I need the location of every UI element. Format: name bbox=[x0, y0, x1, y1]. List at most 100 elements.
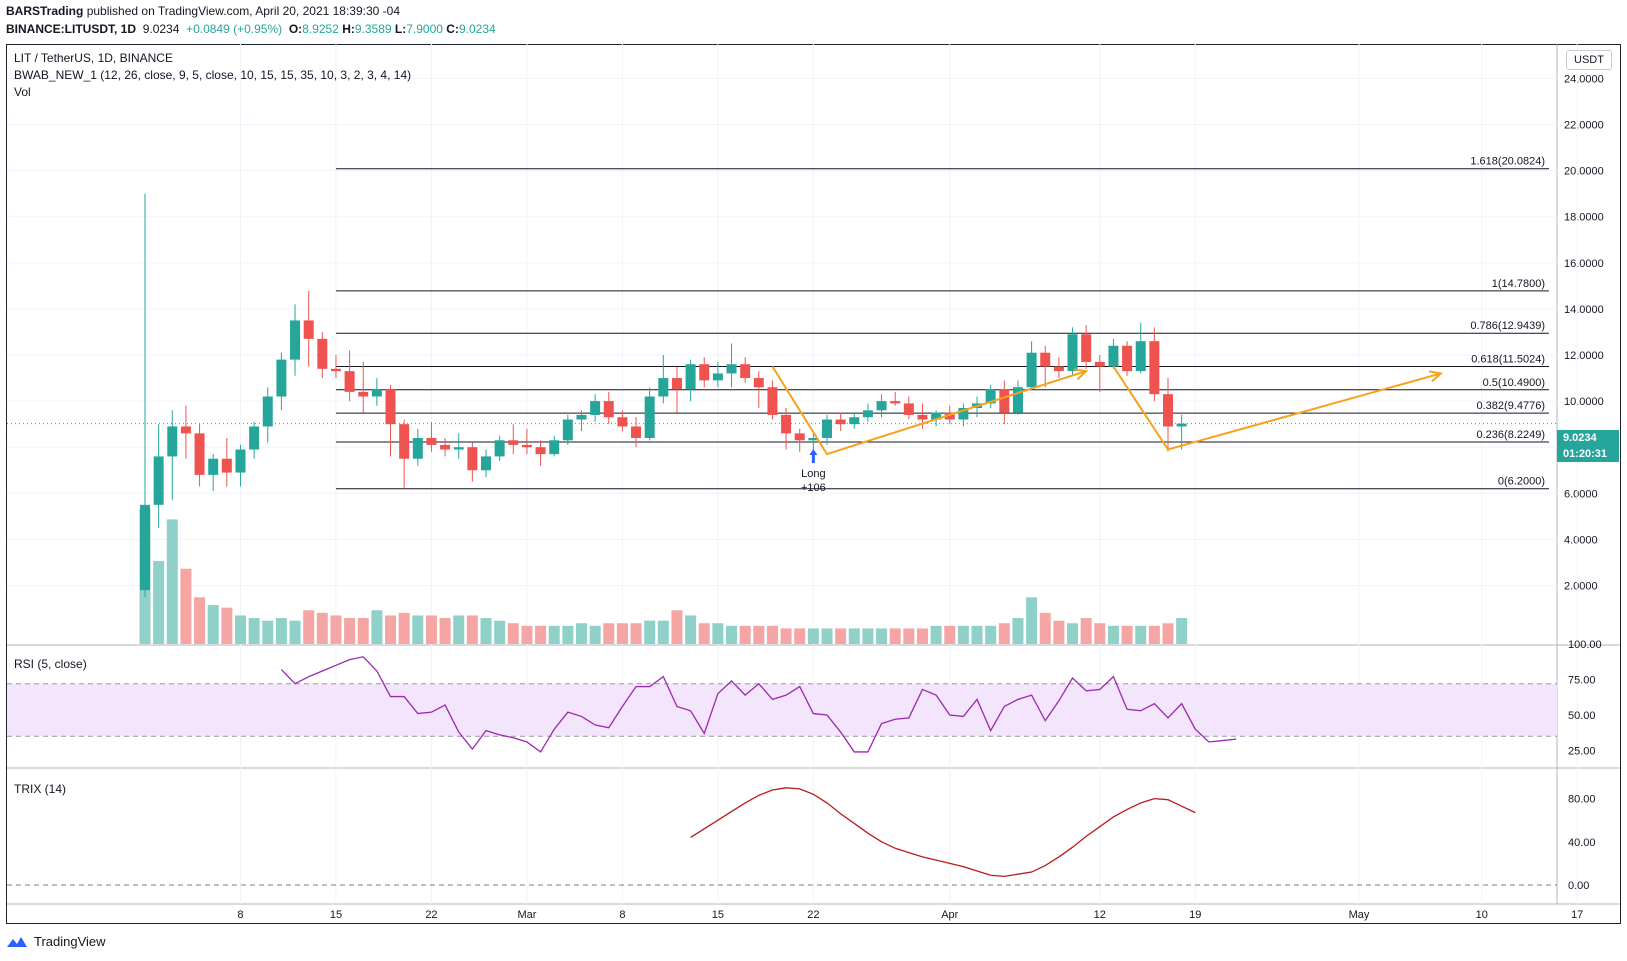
high-label: H: bbox=[342, 22, 355, 36]
high-value: 9.3589 bbox=[354, 22, 392, 36]
volume-bar bbox=[848, 628, 860, 644]
candle-body bbox=[344, 371, 355, 392]
candle-body bbox=[631, 426, 642, 438]
symbol-label: BINANCE:LITUSDT, 1D bbox=[6, 22, 137, 36]
rsi-tick-label: 25.00 bbox=[1568, 746, 1596, 758]
time-tick-label: Apr bbox=[941, 909, 958, 921]
volume-bar bbox=[466, 615, 478, 644]
rsi-band bbox=[7, 683, 1557, 737]
candle-body bbox=[603, 401, 614, 418]
volume-bar bbox=[221, 607, 233, 644]
candle-body bbox=[167, 426, 178, 457]
volume-bar bbox=[262, 620, 274, 644]
author-name: BARSTrading bbox=[6, 4, 84, 18]
candle-body bbox=[412, 437, 423, 459]
price-tick-label: 4.0000 bbox=[1564, 534, 1598, 546]
volume-bar bbox=[739, 625, 751, 644]
volume-bar bbox=[821, 628, 833, 644]
rsi-tick-label: 50.00 bbox=[1568, 710, 1596, 722]
tradingview-logo-icon bbox=[7, 936, 27, 947]
fib-level-label: 0.236(8.2249) bbox=[1477, 429, 1546, 441]
volume-bar bbox=[1080, 618, 1092, 644]
volume-bar bbox=[753, 625, 765, 644]
volume-bar bbox=[1012, 618, 1024, 644]
volume-bar bbox=[166, 519, 178, 644]
volume-bar bbox=[1039, 612, 1051, 644]
projection-arrow bbox=[771, 365, 1087, 456]
candle-body bbox=[521, 444, 532, 448]
candle-body bbox=[153, 456, 164, 505]
candle-body bbox=[890, 401, 901, 404]
open-label: O: bbox=[288, 22, 303, 36]
candle-body bbox=[1026, 352, 1037, 388]
currency-button[interactable]: USDT bbox=[1566, 50, 1612, 70]
candle-body bbox=[753, 378, 764, 388]
candle-body bbox=[1081, 334, 1092, 362]
time-tick-label: 22 bbox=[425, 909, 437, 921]
ohlc-summary: BINANCE:LITUSDT, 1D 9.0234 +0.0849 (+0.9… bbox=[6, 22, 496, 36]
volume-bar bbox=[412, 615, 424, 644]
volume-bar bbox=[357, 618, 369, 644]
fib-level-label: 0(6.2000) bbox=[1498, 476, 1545, 488]
volume-bar bbox=[644, 620, 656, 644]
trix-legend[interactable]: TRIX (14) bbox=[14, 782, 67, 796]
candle-body bbox=[685, 364, 696, 390]
candle-body bbox=[958, 408, 969, 420]
projection-arrow bbox=[1112, 365, 1442, 451]
candle-body bbox=[1122, 345, 1133, 372]
volume-bar bbox=[385, 615, 397, 644]
long-signal-value: +106 bbox=[801, 482, 826, 494]
volume-bar bbox=[685, 615, 697, 644]
volume-bar bbox=[835, 628, 847, 644]
candle-body bbox=[1067, 334, 1078, 372]
candle-body bbox=[658, 378, 669, 397]
candle-body bbox=[358, 391, 369, 397]
candle-body bbox=[944, 412, 955, 420]
price-tick-label: 24.0000 bbox=[1564, 73, 1604, 85]
candle-body bbox=[862, 410, 873, 418]
pair-legend[interactable]: LIT / TetherUS, 1D, BINANCE bbox=[14, 51, 173, 65]
candle-body bbox=[385, 389, 396, 425]
candle-body bbox=[180, 426, 191, 434]
candle-body bbox=[494, 440, 505, 457]
volume-bar bbox=[889, 628, 901, 644]
candle-body bbox=[644, 396, 655, 438]
footer[interactable]: TradingView bbox=[6, 934, 106, 949]
candle-body bbox=[1053, 366, 1064, 372]
footer-brand: TradingView bbox=[34, 934, 106, 949]
volume-bar bbox=[1162, 623, 1174, 644]
indicator-legend[interactable]: BWAB_NEW_1 (12, 26, close, 9, 5, close, … bbox=[14, 68, 412, 82]
candle-body bbox=[822, 419, 832, 438]
candle-body bbox=[835, 419, 846, 425]
volume-legend[interactable]: Vol bbox=[14, 85, 31, 99]
publish-info: BARSTrading published on TradingView.com… bbox=[6, 4, 400, 18]
candle-body bbox=[330, 368, 341, 372]
volume-bar bbox=[562, 625, 574, 644]
projection-arrowhead bbox=[1428, 370, 1444, 383]
volume-bar bbox=[780, 628, 792, 644]
candle-body bbox=[590, 401, 601, 415]
candle-body bbox=[617, 417, 628, 427]
volume-bar bbox=[289, 620, 301, 644]
time-tick-label: 15 bbox=[330, 909, 342, 921]
volume-bar bbox=[766, 625, 778, 644]
candle-body bbox=[808, 437, 819, 441]
volume-bar bbox=[589, 625, 601, 644]
volume-bar bbox=[303, 610, 315, 644]
volume-bar bbox=[616, 623, 628, 644]
candle-body bbox=[917, 414, 928, 420]
candle-body bbox=[194, 433, 205, 475]
long-signal-label: Long bbox=[801, 468, 825, 480]
volume-bar bbox=[1026, 597, 1038, 644]
fib-level-label: 0.786(12.9439) bbox=[1470, 320, 1545, 332]
rsi-legend[interactable]: RSI (5, close) bbox=[14, 657, 87, 671]
candle-body bbox=[508, 440, 519, 445]
volume-bar bbox=[548, 625, 560, 644]
candle-body bbox=[140, 504, 150, 591]
volume-bar bbox=[371, 610, 383, 644]
candle-body bbox=[371, 389, 382, 397]
volume-bar bbox=[194, 597, 206, 644]
candle-body bbox=[1094, 361, 1105, 367]
volume-bar bbox=[207, 605, 219, 644]
